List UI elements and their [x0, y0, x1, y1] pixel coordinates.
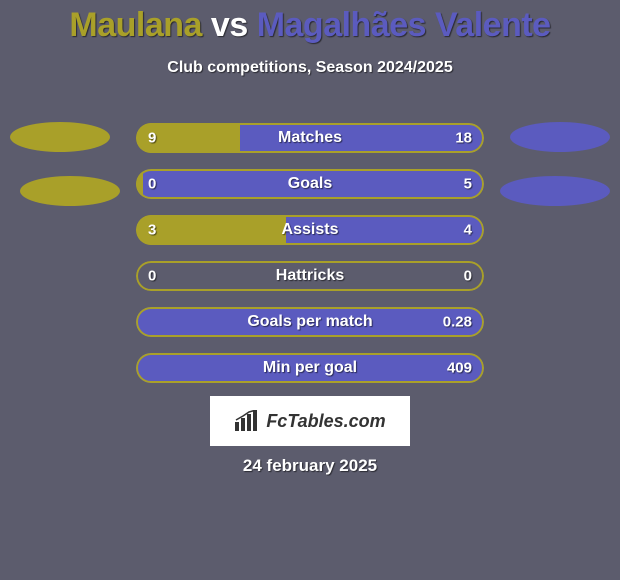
stat-bar: 9 18 Matches — [136, 123, 484, 153]
stat-bar: 0 0 Hattricks — [136, 261, 484, 291]
stat-value-right: 5 — [464, 176, 472, 193]
stat-bars-container: 9 18 Matches 0 5 Goals 3 4 Assists 0 0 Hattricks 0.2… — [136, 123, 484, 399]
stat-value-right: 18 — [455, 130, 472, 147]
vs-separator: vs — [211, 6, 248, 44]
stat-bar: 409 Min per goal — [136, 353, 484, 383]
date-text: 24 february 2025 — [243, 456, 377, 476]
player2-badge-1 — [510, 122, 610, 152]
bar-fill-right — [240, 123, 484, 153]
stat-label: Assists — [282, 221, 339, 239]
player1-badge-2 — [20, 176, 120, 206]
stat-value-right: 409 — [447, 360, 472, 377]
stat-label: Min per goal — [263, 359, 357, 377]
comparison-infographic: Maulana vs Magalhães Valente Club compet… — [0, 0, 620, 580]
stat-bar: 0.28 Goals per match — [136, 307, 484, 337]
stat-label: Goals per match — [247, 313, 372, 331]
stat-label: Hattricks — [276, 267, 344, 285]
stat-value-left: 0 — [148, 176, 156, 193]
bar-fill-left — [136, 169, 143, 199]
player2-badge-2 — [500, 176, 610, 206]
stat-value-right: 0 — [464, 268, 472, 285]
stat-value-left: 3 — [148, 222, 156, 239]
player1-name: Maulana — [69, 6, 202, 44]
source-logo-text: FcTables.com — [266, 411, 385, 432]
stat-value-right: 0.28 — [443, 314, 472, 331]
stat-label: Matches — [278, 129, 342, 147]
source-logo: FcTables.com — [210, 396, 410, 446]
stat-bar: 3 4 Assists — [136, 215, 484, 245]
subtitle: Club competitions, Season 2024/2025 — [0, 59, 620, 77]
stat-value-right: 4 — [464, 222, 472, 239]
stat-bar: 0 5 Goals — [136, 169, 484, 199]
player1-badge-1 — [10, 122, 110, 152]
player2-name: Magalhães Valente — [257, 6, 551, 44]
stat-value-left: 9 — [148, 130, 156, 147]
stat-value-left: 0 — [148, 268, 156, 285]
page-title: Maulana vs Magalhães Valente — [0, 0, 620, 45]
chart-icon — [234, 410, 260, 432]
stat-label: Goals — [288, 175, 332, 193]
bar-fill-left — [136, 215, 286, 245]
